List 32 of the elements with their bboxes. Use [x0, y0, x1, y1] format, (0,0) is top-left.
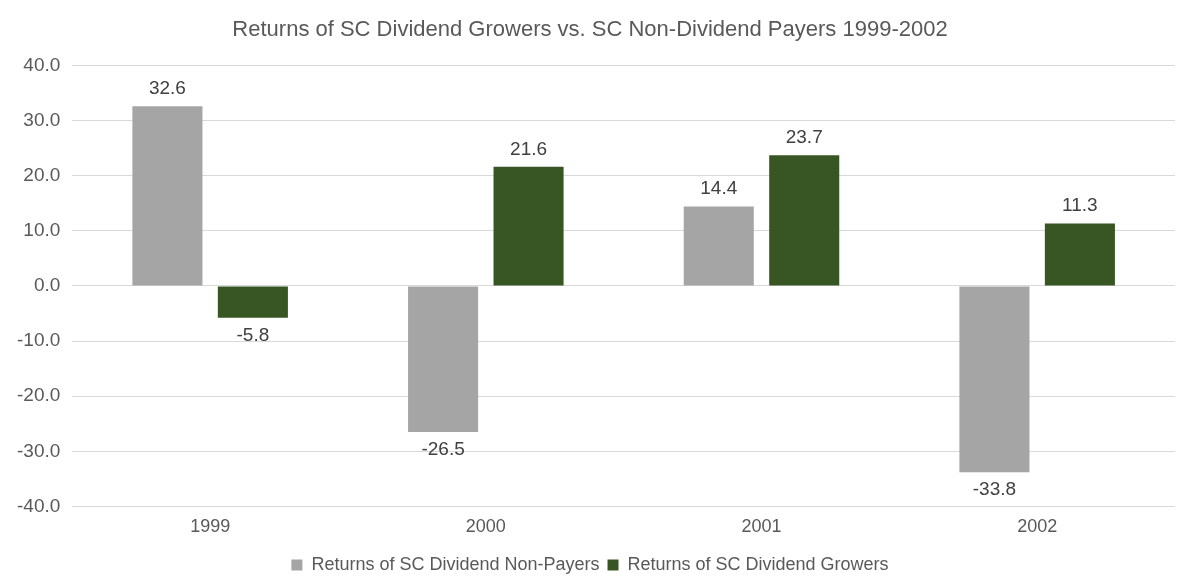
legend-label: Returns of SC Dividend Growers — [627, 553, 889, 574]
x-tick-label: 2002 — [1017, 516, 1058, 537]
data-label: -26.5 — [421, 437, 465, 459]
legend-label: Returns of SC Dividend Non-Payers — [311, 553, 600, 574]
y-tick-label: -40.0 — [16, 494, 61, 516]
x-tick-label: 2001 — [741, 516, 782, 537]
bar — [217, 286, 288, 318]
data-label: -33.8 — [972, 477, 1017, 499]
chart-title: Returns of SC Dividend Growers vs. SC Non-Dividend Payers 1999-2002 — [232, 16, 948, 42]
data-label: 11.3 — [1062, 194, 1098, 216]
y-tick-label: 40.0 — [23, 53, 61, 75]
y-tick-label: 30.0 — [23, 108, 61, 130]
y-tick-label: 20.0 — [23, 163, 61, 185]
bar — [683, 206, 754, 286]
y-tick-label: -30.0 — [16, 439, 61, 461]
bar — [132, 106, 203, 286]
bar — [959, 286, 1030, 473]
data-label: -5.8 — [236, 323, 270, 345]
y-tick-label: -10.0 — [16, 329, 61, 351]
data-label: 21.6 — [510, 137, 548, 159]
bar — [408, 286, 479, 432]
y-tick-label: 0.0 — [33, 274, 61, 296]
data-label: 23.7 — [785, 125, 823, 147]
x-tick-label: 1999 — [190, 516, 231, 537]
x-tick-label: 2000 — [465, 516, 506, 537]
bar — [769, 155, 840, 286]
bar — [493, 166, 564, 286]
data-label: 14.4 — [700, 177, 738, 199]
y-tick-label: 10.0 — [23, 219, 61, 241]
data-label: 32.6 — [148, 76, 186, 98]
y-tick-label: -20.0 — [16, 384, 61, 406]
bar — [1044, 223, 1115, 286]
